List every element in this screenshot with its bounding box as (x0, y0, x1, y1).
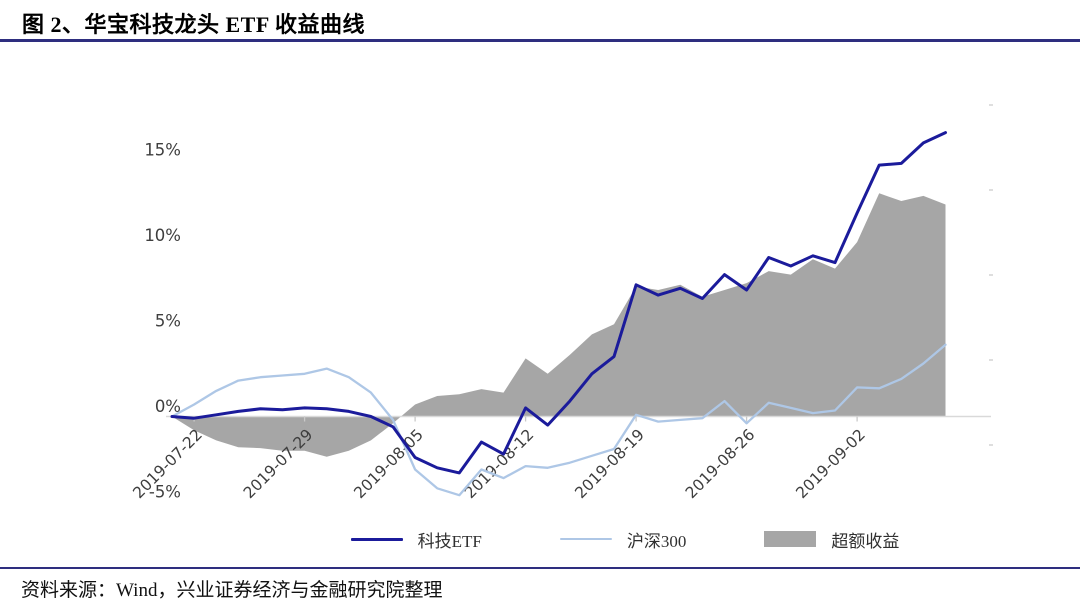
etf-return-chart: 2019-07-22 2019-07-29 2019-08-05 2019-08-12… (129, 104, 993, 502)
legend-line-swatch (350, 537, 403, 541)
title-underline (0, 39, 1080, 42)
figure-title: 图 2、华宝科技龙头 ETF 收益曲线 (22, 12, 365, 37)
right-axis-ticks (989, 104, 993, 446)
svg-text:-5%: -5% (149, 483, 181, 502)
svg-text:2019-09-02: 2019-09-02 (792, 426, 868, 502)
svg-text:0%: 0% (155, 397, 181, 416)
legend-area-swatch (764, 531, 817, 547)
excess-return-area (172, 193, 946, 457)
legend-item-tech-etf: 科技ETF (350, 527, 482, 552)
legend-label: 沪深300 (626, 531, 687, 551)
svg-text:10%: 10% (144, 226, 181, 245)
svg-text:2019-08-12: 2019-08-12 (461, 426, 537, 502)
chart-legend: 科技ETF 沪深300 超额收益 (0, 524, 1080, 554)
legend-line-swatch (559, 537, 612, 541)
source-note: 资料来源：Wind，兴业证券经济与金融研究院整理 (21, 580, 443, 601)
svg-text:15%: 15% (144, 141, 181, 160)
csi300-line (170, 343, 947, 497)
legend-label: 超额收益 (831, 531, 900, 551)
legend-item-csi300: 沪深300 (559, 527, 687, 552)
svg-text:2019-08-19: 2019-08-19 (571, 426, 647, 502)
legend-label: 科技ETF (417, 531, 482, 551)
y-axis-labels: 15% 10% 5% 0% -5% (144, 141, 181, 502)
svg-text:5%: 5% (155, 312, 181, 331)
svg-text:2019-08-26: 2019-08-26 (682, 426, 758, 502)
tech-etf-line (170, 131, 947, 475)
legend-item-excess-return: 超额收益 (764, 527, 899, 552)
footer-divider (0, 567, 1080, 569)
